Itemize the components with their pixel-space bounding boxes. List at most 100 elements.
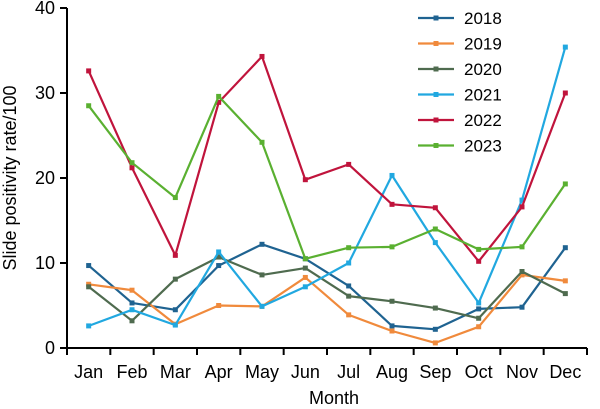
legend-swatch-marker: [433, 143, 439, 148]
y-tick-label: 20: [35, 168, 55, 188]
series-2020: [86, 254, 568, 324]
data-point: [432, 205, 438, 211]
data-point: [216, 263, 222, 269]
x-axis-title: Month: [309, 388, 359, 408]
data-point: [562, 90, 568, 96]
legend-item: 2023: [418, 137, 502, 156]
y-tick-label: 30: [35, 83, 55, 103]
data-point: [432, 340, 438, 346]
chart-legend: 2018 2019 2020 2021 2022 2023: [418, 9, 502, 156]
data-point: [389, 172, 395, 178]
legend-label: 2021: [464, 86, 502, 105]
y-tick-label: 40: [35, 0, 55, 18]
x-tick-label: Jan: [74, 362, 103, 382]
data-point: [302, 256, 308, 262]
x-tick-label: Jun: [291, 362, 320, 382]
legend-swatch-marker: [433, 66, 439, 72]
series-line: [88, 256, 566, 322]
y-axis-title: Slide positivity rate/100: [0, 85, 20, 270]
data-point: [86, 263, 92, 269]
data-point: [172, 252, 178, 258]
legend-swatch-marker: [433, 15, 439, 21]
data-point: [346, 161, 352, 167]
data-point: [346, 260, 352, 266]
series-line: [87, 55, 567, 263]
legend-label: 2022: [464, 111, 502, 130]
data-point: [389, 328, 395, 334]
legend-swatch-marker: [433, 117, 439, 123]
data-point: [562, 44, 568, 50]
data-point: [476, 306, 482, 312]
x-tick-label: Jul: [337, 362, 360, 382]
data-point: [129, 307, 135, 313]
legend-label: 2019: [464, 35, 502, 54]
data-point: [172, 276, 178, 282]
x-tick-label: Feb: [116, 362, 147, 382]
x-tick-label: Nov: [506, 362, 538, 382]
x-tick-label: Oct: [465, 362, 493, 382]
data-point: [259, 53, 265, 59]
data-point: [172, 195, 178, 201]
data-point: [476, 246, 482, 252]
data-point: [519, 304, 525, 310]
data-point: [302, 274, 308, 280]
data-point: [259, 303, 265, 309]
data-point: [129, 287, 135, 293]
data-point: [129, 318, 135, 324]
series-2023: [86, 93, 568, 262]
data-point: [216, 303, 222, 308]
data-point: [346, 312, 352, 318]
data-point: [476, 315, 482, 321]
legend-label: 2020: [464, 60, 502, 79]
x-tick-label: Sep: [419, 362, 451, 382]
legend-item: 2019: [418, 35, 502, 54]
series-line: [88, 46, 567, 327]
data-point: [519, 197, 525, 203]
x-tick-label: Mar: [160, 362, 191, 382]
series-2022: [86, 53, 568, 264]
x-tick-label: Dec: [549, 362, 581, 382]
data-point: [129, 160, 135, 166]
data-point: [432, 226, 438, 232]
x-tick-label: Apr: [205, 362, 233, 382]
legend-item: 2020: [418, 60, 502, 79]
x-tick-label: Aug: [376, 362, 408, 382]
data-point: [86, 323, 92, 329]
data-point: [562, 291, 568, 297]
legend-item: 2021: [418, 86, 502, 105]
data-point: [216, 99, 222, 105]
data-point: [519, 244, 525, 250]
data-point: [389, 323, 395, 329]
data-point: [259, 139, 265, 145]
data-point: [519, 204, 525, 210]
data-point: [476, 258, 482, 264]
legend-label: 2023: [464, 137, 502, 156]
legend-label: 2018: [464, 9, 502, 28]
data-point: [86, 68, 92, 74]
data-point: [346, 245, 352, 251]
data-point: [562, 278, 568, 284]
data-point: [86, 284, 92, 290]
data-point: [259, 241, 265, 247]
data-point: [129, 165, 135, 171]
data-point: [129, 300, 135, 306]
data-point: [86, 281, 92, 287]
data-point: [389, 298, 395, 304]
data-point: [476, 324, 482, 330]
legend-swatch-marker: [433, 92, 439, 97]
data-point: [259, 272, 265, 278]
data-point: [302, 265, 308, 271]
legend-item: 2018: [418, 9, 502, 28]
data-point: [389, 244, 395, 250]
data-point: [302, 284, 308, 290]
data-point: [302, 177, 308, 183]
data-point: [389, 201, 395, 207]
legend-swatch-marker: [433, 41, 439, 46]
series-line: [87, 95, 567, 260]
data-point: [346, 293, 352, 299]
data-point: [172, 322, 178, 328]
series-layer: [86, 44, 568, 346]
data-point: [432, 326, 438, 332]
data-point: [346, 283, 352, 289]
series-2021: [86, 44, 568, 329]
